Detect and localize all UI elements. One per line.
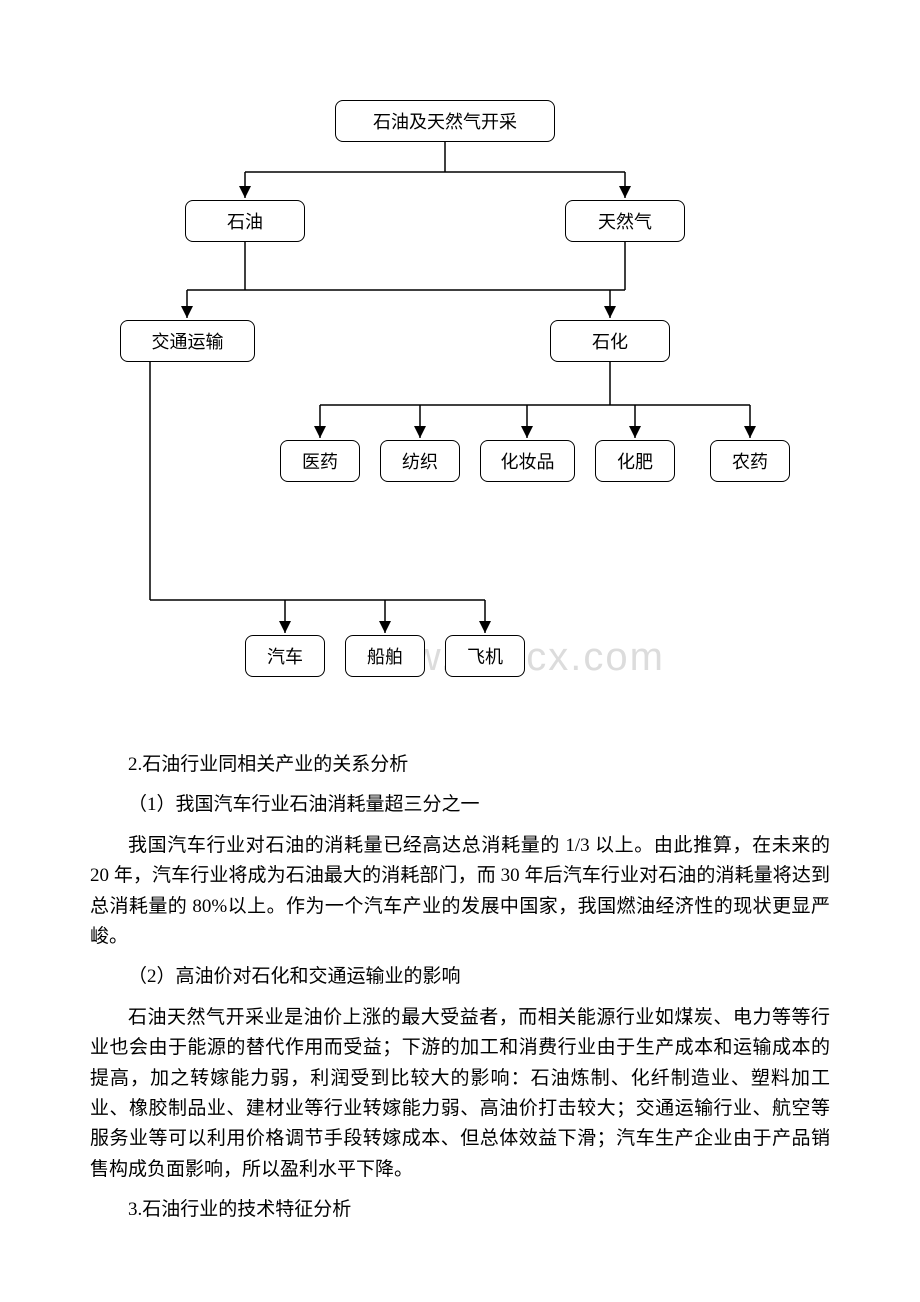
node-plane: 飞机 [445,635,525,677]
node-tex: 纺织 [380,440,460,482]
node-oil: 石油 [185,200,305,242]
node-ship: 船舶 [345,635,425,677]
node-pest: 农药 [710,440,790,482]
subheading-2: （2）高油价对石化和交通运输业的影响 [90,962,830,992]
paragraph-2: 石油天然气开采业是油价上涨的最大受益者，而相关能源行业如煤炭、电力等等行业也会由… [90,1003,830,1185]
node-fert: 化肥 [595,440,675,482]
document-page: www.bdocx.com [0,0,920,1295]
node-gas: 天然气 [565,200,685,242]
node-root: 石油及天然气开采 [335,100,555,142]
flowchart-connectors [90,80,830,720]
body-text: 2.石油行业同相关产业的关系分析 （1）我国汽车行业石油消耗量超三分之一 我国汽… [90,750,830,1225]
heading-2: 2.石油行业同相关产业的关系分析 [90,750,830,780]
flowchart: www.bdocx.com [90,80,830,720]
node-petro: 石化 [550,320,670,362]
node-cos: 化妆品 [480,440,575,482]
subheading-1: （1）我国汽车行业石油消耗量超三分之一 [90,790,830,820]
node-car: 汽车 [245,635,325,677]
node-trans: 交通运输 [120,320,255,362]
paragraph-1: 我国汽车行业对石油的消耗量已经高达总消耗量的 1/3 以上。由此推算，在未来的 … [90,831,830,953]
node-med: 医药 [280,440,360,482]
heading-3: 3.石油行业的技术特征分析 [90,1195,830,1225]
